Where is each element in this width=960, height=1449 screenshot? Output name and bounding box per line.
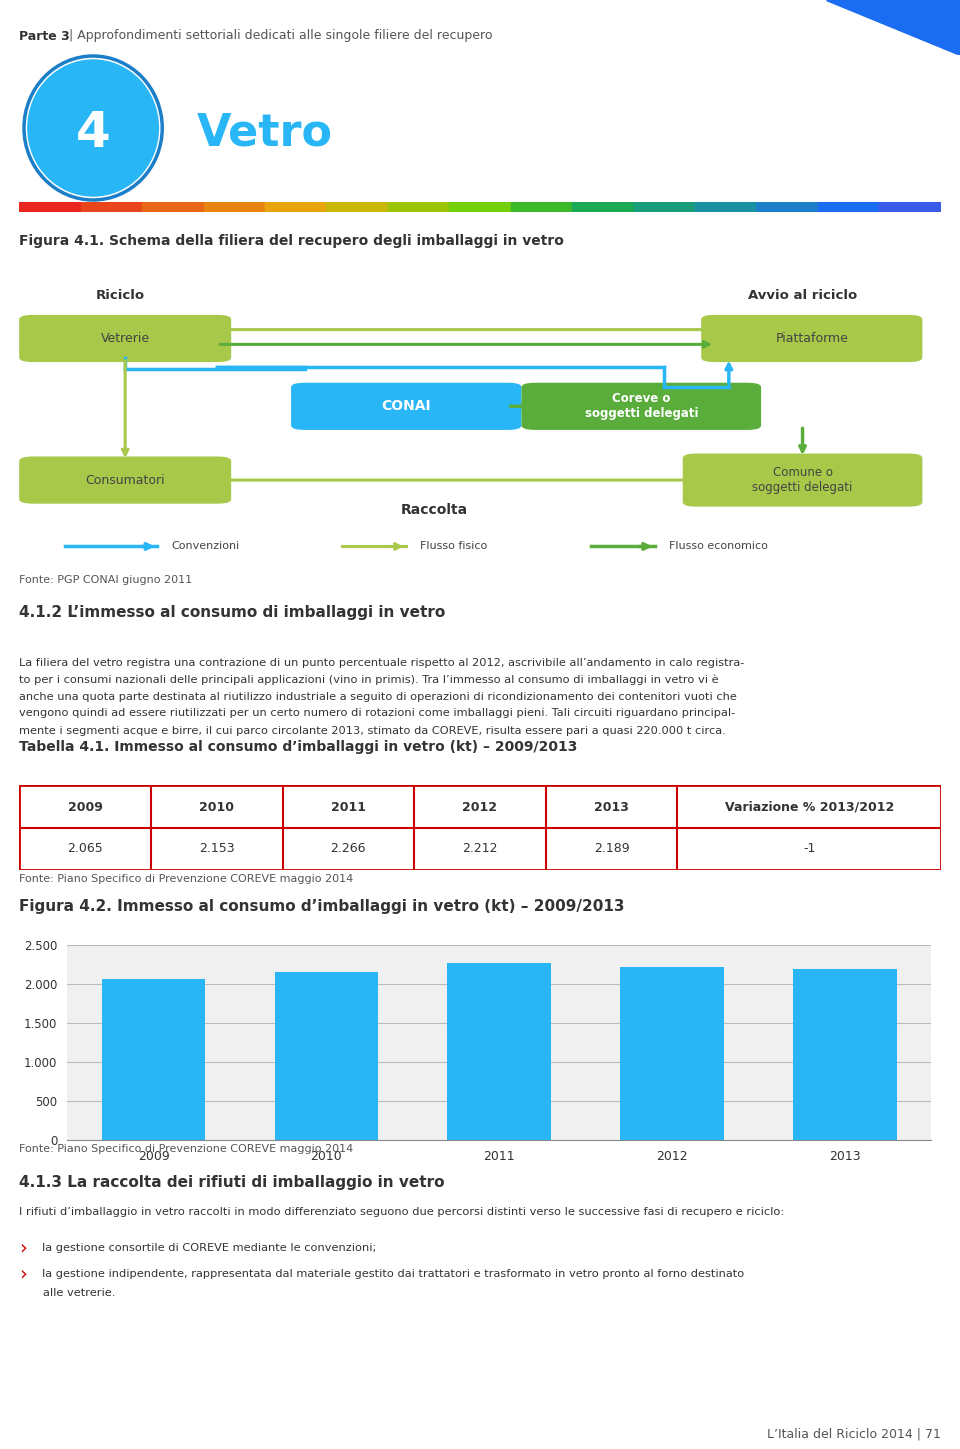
Bar [511, 201, 572, 212]
Text: Vetrerie: Vetrerie [101, 332, 150, 345]
Bar [265, 201, 326, 212]
Text: Fonte: Piano Specifico di Prevenzione COREVE maggio 2014: Fonte: Piano Specifico di Prevenzione CO… [19, 1145, 353, 1153]
Text: 4.1.2 L’immesso al consumo di imballaggi in vetro: 4.1.2 L’immesso al consumo di imballaggi… [19, 606, 445, 620]
Bar [326, 201, 388, 212]
Text: Flusso economico: Flusso economico [669, 542, 768, 552]
Text: CONAI: CONAI [381, 400, 431, 413]
Bar [81, 201, 142, 212]
FancyBboxPatch shape [291, 383, 521, 430]
Text: 2.189: 2.189 [594, 842, 630, 855]
Text: L’Italia del Riciclo 2014 | 71: L’Italia del Riciclo 2014 | 71 [767, 1427, 941, 1440]
Bar [19, 201, 81, 212]
Text: Fonte: Piano Specifico di Prevenzione COREVE maggio 2014: Fonte: Piano Specifico di Prevenzione CO… [19, 874, 353, 884]
Text: ›: › [19, 1265, 27, 1284]
Text: Figura 4.1. Schema della filiera del recupero degli imballaggi in vetro: Figura 4.1. Schema della filiera del rec… [19, 233, 564, 248]
Text: alle vetrerie.: alle vetrerie. [43, 1288, 115, 1298]
Circle shape [28, 59, 158, 196]
Text: Consumatori: Consumatori [85, 474, 165, 487]
FancyBboxPatch shape [683, 454, 923, 507]
Text: Vetro: Vetro [197, 112, 333, 155]
Bar [793, 969, 897, 1140]
Text: Flusso fisico: Flusso fisico [420, 542, 488, 552]
Bar [572, 201, 634, 212]
Bar [102, 980, 205, 1140]
Text: 2012: 2012 [463, 801, 497, 813]
Text: 2013: 2013 [594, 801, 629, 813]
Text: Comune o
soggetti delegati: Comune o soggetti delegati [753, 467, 852, 494]
Bar [634, 201, 695, 212]
Bar [756, 201, 818, 212]
FancyBboxPatch shape [19, 314, 231, 362]
Text: 2.065: 2.065 [67, 842, 103, 855]
Text: 2009: 2009 [67, 801, 103, 813]
Text: vengono quindi ad essere riutilizzati per un certo numero di rotazioni come imba: vengono quindi ad essere riutilizzati pe… [19, 709, 735, 719]
Bar [204, 201, 265, 212]
Text: to per i consumi nazionali delle principali applicazioni (vino in primis). Tra l: to per i consumi nazionali delle princip… [19, 674, 719, 685]
Text: 2.212: 2.212 [463, 842, 497, 855]
Text: 2.153: 2.153 [199, 842, 234, 855]
Text: la gestione consortile di COREVE mediante le convenzioni;: la gestione consortile di COREVE mediant… [42, 1243, 376, 1253]
Polygon shape [826, 0, 960, 55]
Text: 4.1.3 La raccolta dei rifiuti di imballaggio in vetro: 4.1.3 La raccolta dei rifiuti di imballa… [19, 1175, 444, 1191]
Text: Figura 4.2. Immesso al consumo d’imballaggi in vetro (kt) – 2009/2013: Figura 4.2. Immesso al consumo d’imballa… [19, 898, 625, 913]
Text: Avvio al riciclo: Avvio al riciclo [748, 288, 857, 301]
Bar [447, 964, 551, 1140]
Text: 4: 4 [76, 109, 110, 156]
Bar [449, 201, 511, 212]
Text: I rifiuti d’imballaggio in vetro raccolti in modo differenziato seguono due perc: I rifiuti d’imballaggio in vetro raccolt… [19, 1207, 784, 1217]
Text: -1: -1 [803, 842, 815, 855]
FancyBboxPatch shape [521, 383, 761, 430]
Text: 2.266: 2.266 [330, 842, 366, 855]
Text: la gestione indipendente, rappresentata dal materiale gestito dai trattatori e t: la gestione indipendente, rappresentata … [42, 1269, 745, 1279]
Bar [142, 201, 204, 212]
Bar [388, 201, 449, 212]
Text: mente i segmenti acque e birre, il cui parco circolante 2013, stimato da COREVE,: mente i segmenti acque e birre, il cui p… [19, 726, 726, 736]
Bar [620, 968, 724, 1140]
Text: Fonte: PGP CONAI giugno 2011: Fonte: PGP CONAI giugno 2011 [19, 575, 192, 585]
Text: Coreve o
soggetti delegati: Coreve o soggetti delegati [585, 393, 698, 420]
Text: ›: › [19, 1239, 27, 1258]
Bar [275, 972, 378, 1140]
FancyBboxPatch shape [19, 456, 231, 504]
Text: Tabella 4.1. Immesso al consumo d’imballaggi in vetro (kt) – 2009/2013: Tabella 4.1. Immesso al consumo d’imball… [19, 740, 578, 753]
FancyBboxPatch shape [701, 314, 923, 362]
Text: Riciclo: Riciclo [96, 288, 145, 301]
Text: Piattaforme: Piattaforme [776, 332, 849, 345]
Text: | Approfondimenti settoriali dedicati alle singole filiere del recupero: | Approfondimenti settoriali dedicati al… [65, 29, 492, 42]
Text: 2010: 2010 [199, 801, 234, 813]
Text: La filiera del vetro registra una contrazione di un punto percentuale rispetto a: La filiera del vetro registra una contra… [19, 658, 745, 668]
Text: Parte 3: Parte 3 [19, 29, 70, 42]
Bar [879, 201, 941, 212]
Bar [695, 201, 756, 212]
Text: Convenzioni: Convenzioni [171, 542, 239, 552]
Text: Variazione % 2013/2012: Variazione % 2013/2012 [725, 801, 894, 813]
Text: 2011: 2011 [331, 801, 366, 813]
Text: anche una quota parte destinata al riutilizzo industriale a seguito di operazion: anche una quota parte destinata al riuti… [19, 691, 737, 701]
Text: Raccolta: Raccolta [400, 503, 468, 517]
Bar [818, 201, 879, 212]
